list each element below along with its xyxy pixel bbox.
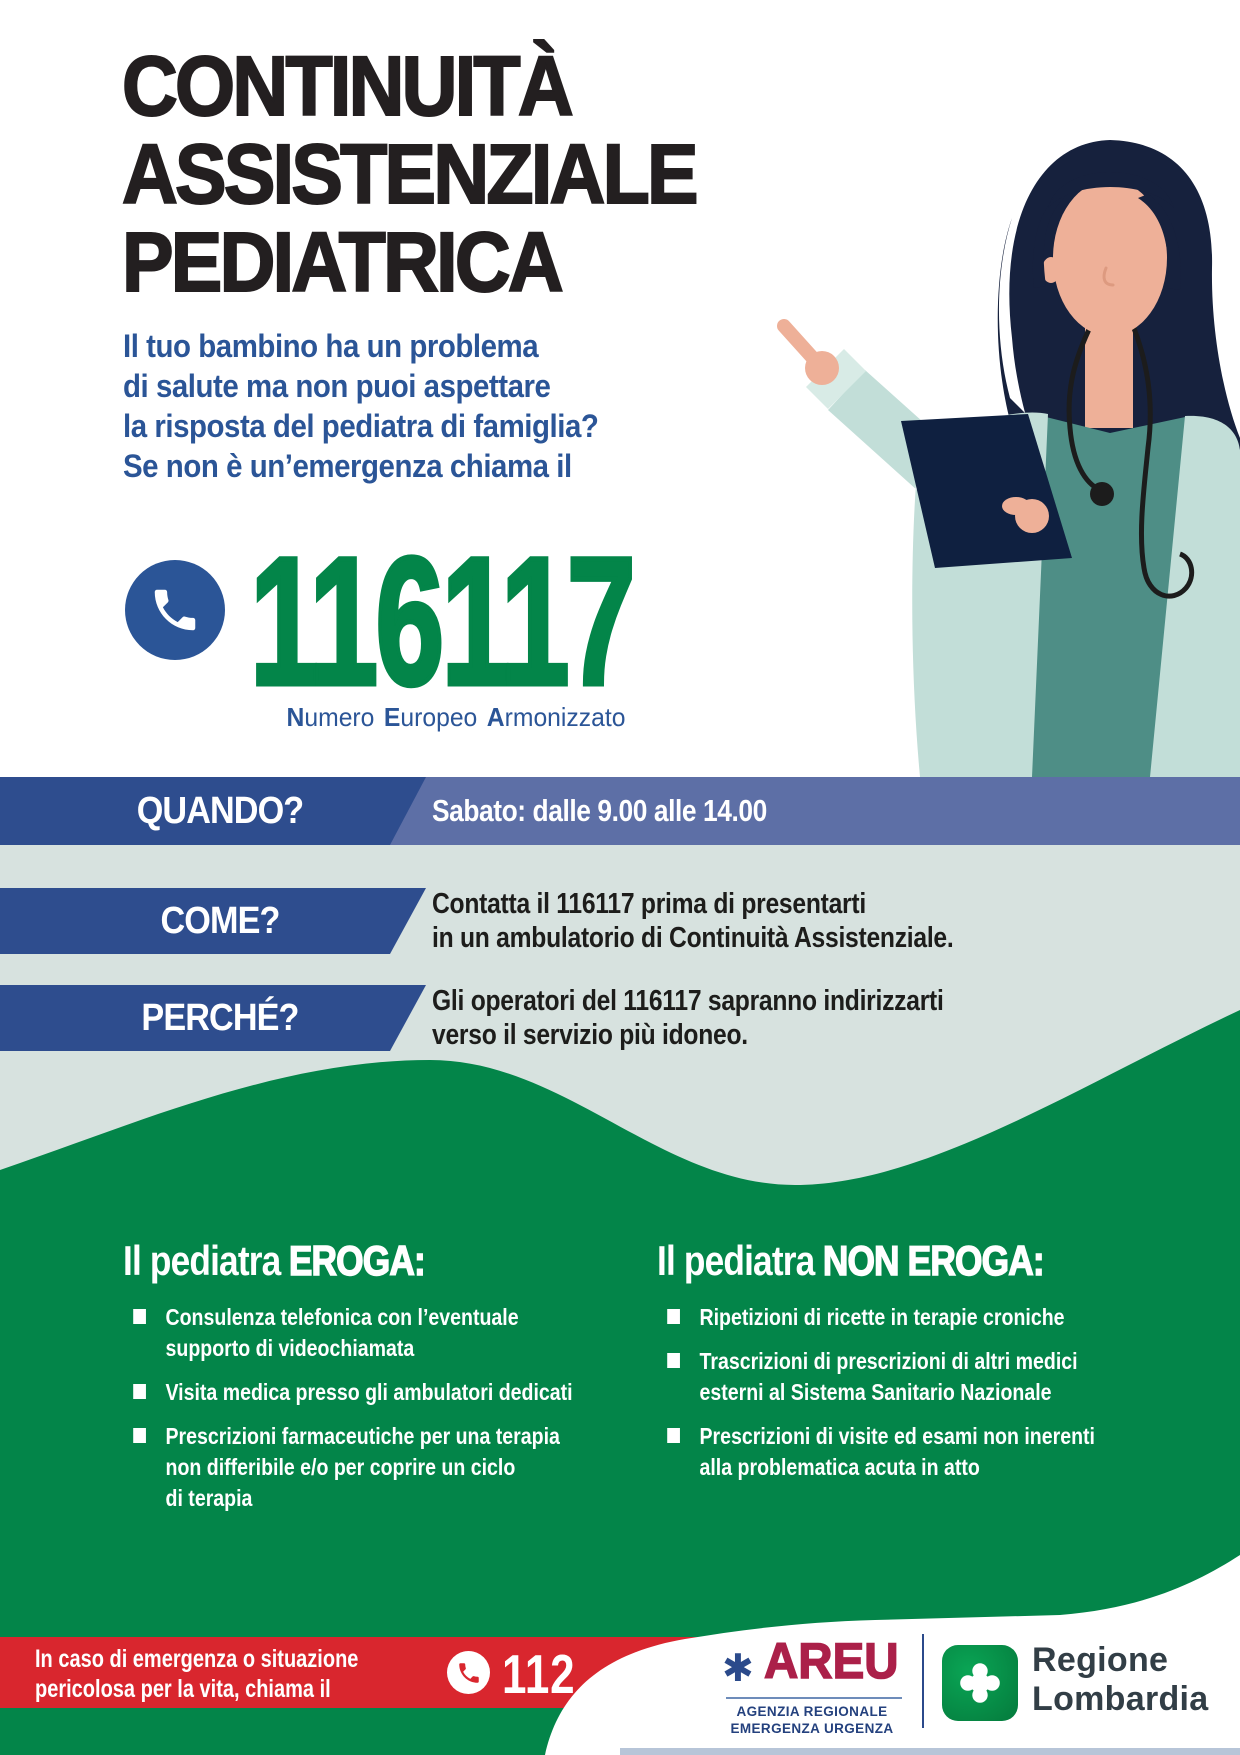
areu-logo: AREU: [763, 1632, 899, 1690]
list-item: Trascrizioni di prescrizioni di altri me…: [657, 1346, 1184, 1408]
doctor-illustration: [777, 140, 1240, 777]
non-eroga-section: Il pediatra NON EROGA: Ripetizioni di ric…: [657, 1237, 1240, 1496]
non-eroga-heading-strong: NON EROGA:: [822, 1237, 1045, 1285]
regione-lombardia-icon: [942, 1645, 1018, 1721]
hotline-subtitle-word: Numero: [287, 702, 375, 732]
regione-line: Lombardia: [1032, 1680, 1209, 1718]
title-line: CONTINUITÀ: [121, 39, 575, 133]
hotline-subtitle-word: Armonizzato: [487, 702, 626, 732]
subtitle-initial: N: [286, 702, 305, 732]
non-eroga-heading-prefix: Il pediatra: [657, 1237, 815, 1284]
list-item: Prescrizioni di visite ed esami non iner…: [657, 1421, 1184, 1483]
stethoscope-tube-right: [1129, 322, 1195, 599]
intro-line: di salute ma non puoi aspettare: [123, 368, 551, 404]
footer-bottom-strip: [620, 1748, 1240, 1755]
areu-subtitle-line: EMERGENZA URGENZA: [730, 1721, 894, 1736]
intro-text: Il tuo bambino ha un problema di salute …: [123, 326, 599, 486]
eroga-list: Consulenza telefonica con l’eventuale su…: [123, 1302, 650, 1514]
list-item: Consulenza telefonica con l’eventuale su…: [123, 1302, 650, 1364]
band-come-text: Contatta il 116117 prima di presentarti …: [432, 888, 954, 954]
band-come: COME? Contatta il 116117 prima di presen…: [0, 888, 1240, 954]
intro-line: la risposta del pediatra di famiglia?: [123, 408, 599, 444]
eroga-section: Il pediatra EROGA: Consulenza telefonica …: [123, 1237, 743, 1527]
doctor-cuff: [806, 349, 866, 409]
regione-lombardia-wordmark: Regione Lombardia: [1032, 1641, 1209, 1719]
regione-line: Regione: [1032, 1641, 1169, 1679]
title-line: ASSISTENZIALE: [121, 127, 699, 221]
emergency-phone-icon: [447, 1651, 490, 1694]
band-perche-label-strip: [0, 985, 426, 1051]
band-perche-text: Gli operatori del 116117 sapranno indiri…: [432, 985, 944, 1051]
doctor-bangs: [1032, 172, 1181, 290]
subtitle-rest: rmonizzato: [504, 702, 626, 732]
phone-handset-icon: [154, 589, 196, 631]
eroga-heading-prefix: Il pediatra: [123, 1237, 281, 1284]
subtitle-initial: A: [486, 702, 505, 732]
rosa-camuna-icon: [960, 1663, 1000, 1703]
band-perche: PERCHÉ? Gli operatori del 116117 saprann…: [0, 985, 1240, 1051]
hotline-subtitle-word: Europeo: [384, 702, 477, 732]
doctor-face: [1053, 180, 1167, 336]
eroga-heading: Il pediatra EROGA:: [123, 1237, 644, 1285]
band-quando-text: Sabato: dalle 9.00 alle 14.00: [432, 793, 767, 828]
subtitle-rest: umero: [304, 702, 375, 732]
non-eroga-list: Ripetizioni di ricette in terapie cronic…: [657, 1302, 1184, 1483]
emergency-text: In caso di emergenza o situazione perico…: [35, 1645, 359, 1703]
intro-line: Se non è un’emergenza chiama il: [123, 448, 572, 484]
doctor-right-thumb: [1002, 497, 1030, 515]
stethoscope-tube-left: [1066, 321, 1102, 493]
band-come-label-strip: [0, 888, 426, 954]
doctor-nose: [1102, 266, 1115, 287]
band-come-label: COME?: [160, 899, 281, 942]
doctor-pointing-finger: [777, 319, 827, 373]
list-item: Ripetizioni di ricette in terapie cronic…: [657, 1302, 1184, 1333]
doctor-coat: [828, 370, 1240, 777]
band-quando-label: QUANDO?: [136, 789, 304, 832]
green-wave-background: [0, 1010, 1240, 1755]
eroga-heading-strong: EROGA:: [288, 1237, 426, 1285]
page-title: CONTINUITÀ ASSISTENZIALE PEDIATRICA: [121, 39, 699, 309]
band-quando: QUANDO? Sabato: dalle 9.00 alle 14.00: [0, 777, 1240, 845]
list-item: Prescrizioni farmaceutiche per una terap…: [123, 1421, 650, 1514]
areu-star-icon: ✱: [722, 1648, 754, 1690]
footer-white-corner: [545, 1555, 1240, 1755]
subtitle-initial: E: [383, 702, 401, 732]
intro-line: Il tuo bambino ha un problema: [123, 328, 539, 364]
subtitle-rest: uropeo: [400, 702, 478, 732]
phone-icon: [125, 560, 225, 660]
band-quando-label-strip: [0, 777, 426, 845]
hotline-subtitle: Numero Europeo Armonizzato: [260, 702, 651, 733]
areu-underline: [726, 1697, 902, 1699]
hotline-number: 116117: [248, 519, 637, 723]
non-eroga-heading: Il pediatra NON EROGA:: [657, 1237, 1178, 1285]
phone-handset-icon: [458, 1662, 479, 1683]
stethoscope-chestpiece: [1090, 482, 1114, 506]
list-item: Visita medica presso gli ambulatori dedi…: [123, 1377, 650, 1408]
areu-subtitle-line: AGENZIA REGIONALE: [736, 1704, 888, 1719]
emergency-number: 112: [502, 1643, 576, 1705]
title-line: PEDIATRICA: [121, 215, 565, 309]
doctor-shirt: [1025, 413, 1200, 777]
doctor-ear: [1042, 257, 1060, 283]
areu-subtitle: AGENZIA REGIONALE EMERGENZA URGENZA: [700, 1703, 924, 1737]
footer-logo-divider: [922, 1634, 924, 1728]
band-perche-label: PERCHÉ?: [141, 996, 299, 1039]
